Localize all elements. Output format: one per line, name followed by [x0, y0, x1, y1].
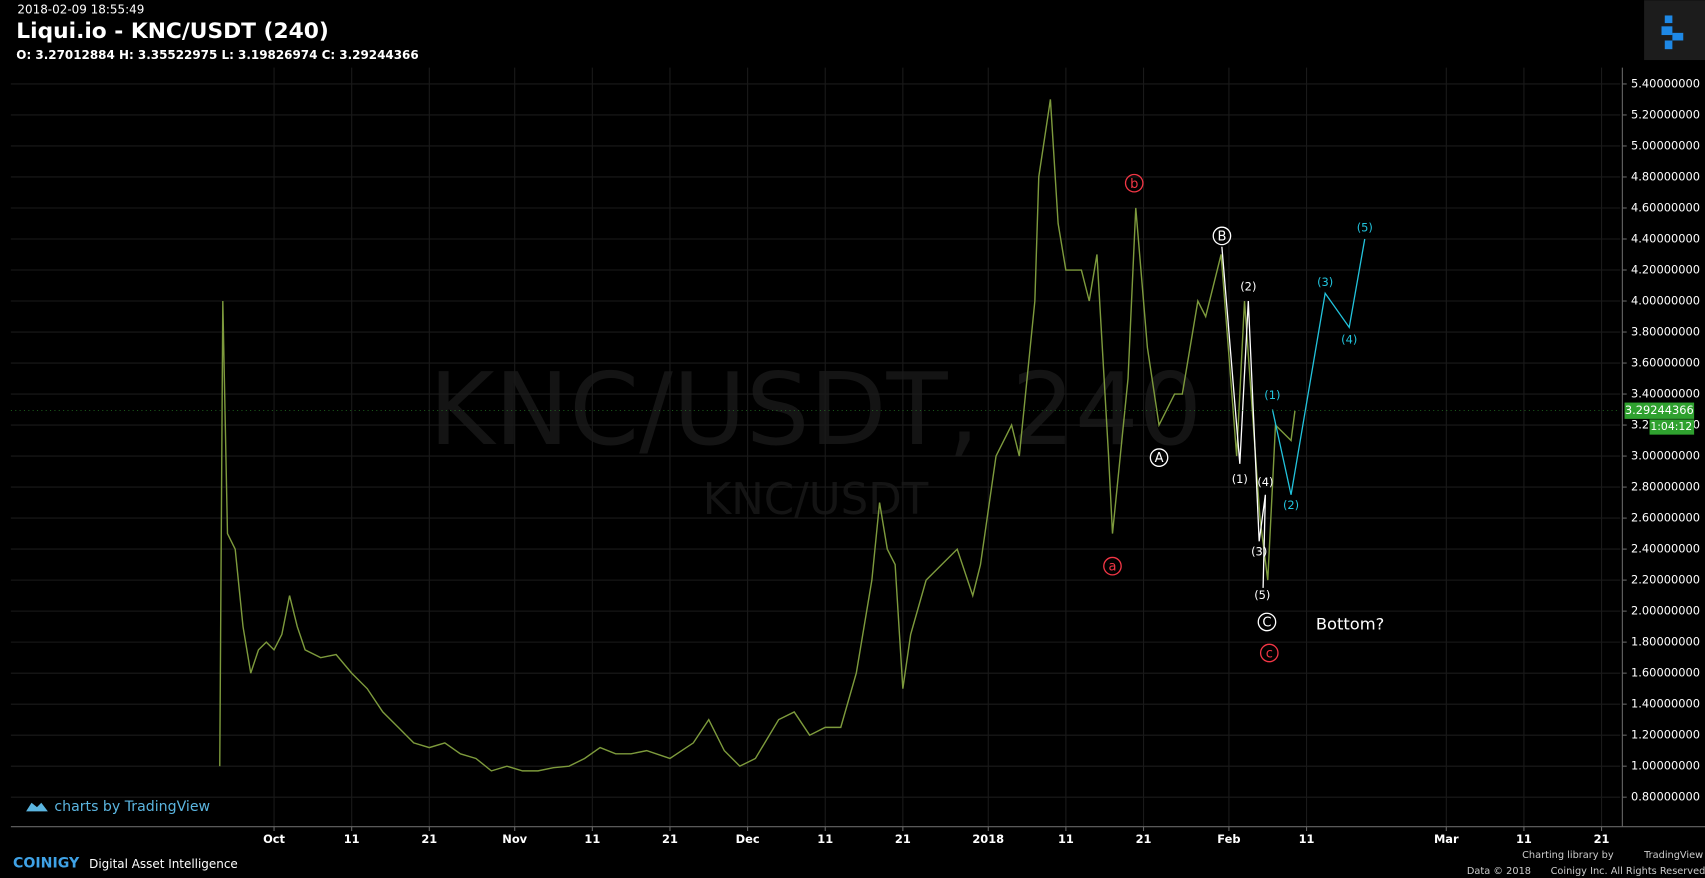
- watermark-sub: KNC/USDT: [703, 475, 929, 525]
- y-tick-label: 4.20000000: [1631, 263, 1700, 277]
- x-tick-label: Nov: [502, 832, 527, 846]
- x-tick-label: Mar: [1434, 832, 1459, 846]
- x-tick-label: 21: [662, 832, 678, 846]
- wave-label: (1): [1264, 388, 1280, 402]
- tv-badge[interactable]: charts by TradingView: [54, 799, 210, 815]
- y-tick-label: 3.00000000: [1631, 449, 1700, 463]
- rights: Coinigy Inc. All Rights Reserved.: [1551, 866, 1705, 877]
- y-tick-label: 2.20000000: [1631, 573, 1700, 587]
- wave-label: (1): [1232, 472, 1248, 486]
- logo-shape: [1672, 32, 1684, 41]
- y-tick-label: 1.20000000: [1631, 728, 1700, 742]
- wave-label: C: [1262, 616, 1271, 631]
- wave-marker: [1259, 643, 1279, 663]
- wave-line: [1221, 246, 1267, 588]
- wave-label: A: [1155, 451, 1164, 466]
- wave-label: a: [1108, 560, 1116, 575]
- wave-label: (5): [1357, 221, 1373, 235]
- x-tick-label: 11: [1058, 832, 1074, 846]
- wave-label: (2): [1240, 280, 1256, 294]
- wave-label: (3): [1317, 275, 1333, 289]
- x-tick-label: 11: [584, 832, 600, 846]
- y-tick-label: 5.20000000: [1631, 107, 1700, 121]
- y-tick-label: 3.60000000: [1631, 356, 1700, 370]
- y-tick-label: 2.80000000: [1631, 480, 1700, 494]
- y-tick-label: 2.60000000: [1631, 511, 1700, 525]
- wave-label: (5): [1254, 588, 1270, 602]
- logo: [1644, 0, 1705, 61]
- y-tick-label: 5.00000000: [1631, 138, 1700, 152]
- y-tick-label: 1.60000000: [1631, 666, 1700, 680]
- data-copyright: Data © 2018: [1467, 866, 1531, 877]
- wave-marker: [1149, 448, 1169, 467]
- x-tick-label: 11: [817, 832, 833, 846]
- tv-icon: [26, 802, 48, 812]
- wave-label: b: [1130, 177, 1138, 192]
- price-line: [219, 99, 1296, 772]
- x-tick-label: 11: [1299, 832, 1315, 846]
- wave-label: (2): [1283, 498, 1299, 512]
- chart-title: Liqui.io - KNC/USDT (240): [16, 19, 328, 44]
- wave-label: (3): [1251, 545, 1267, 559]
- y-tick-label: 2.40000000: [1631, 542, 1700, 556]
- y-tick-label: 5.40000000: [1631, 76, 1700, 90]
- wave-marker: [1103, 556, 1122, 576]
- x-tick-label: Feb: [1217, 832, 1240, 846]
- y-tick-label: 3.40000000: [1631, 387, 1700, 401]
- x-tick-label: Oct: [263, 832, 285, 846]
- y-tick-label: 4.40000000: [1631, 231, 1700, 245]
- countdown-label: 1:04:12: [1650, 420, 1692, 433]
- timestamp: 2018-02-09 18:55:49: [17, 3, 144, 17]
- wave-label: B: [1217, 229, 1226, 244]
- x-tick-label: 21: [421, 832, 437, 846]
- wave-label: (4): [1341, 332, 1357, 346]
- ohlc-legend: O: 3.27012884 H: 3.35522975 L: 3.1982697…: [16, 48, 418, 62]
- wave-label: Bottom?: [1316, 615, 1384, 634]
- x-tick-label: 21: [1594, 832, 1610, 846]
- wave-marker: [1124, 173, 1144, 193]
- y-tick-label: 3.80000000: [1631, 325, 1700, 339]
- y-tick-label: 4.60000000: [1631, 200, 1700, 214]
- logo-shape: [1664, 15, 1673, 24]
- y-tick-label: 1.00000000: [1631, 759, 1700, 773]
- y-tick-label: 2.00000000: [1631, 604, 1700, 618]
- y-tick-label: 1.80000000: [1631, 635, 1700, 649]
- brand: COINIGY: [13, 856, 80, 872]
- x-tick-label: 21: [1136, 832, 1152, 846]
- wave-label: c: [1266, 647, 1273, 662]
- tagline: Digital Asset Intelligence: [89, 857, 238, 871]
- last-price-label: 3.29244366: [1625, 403, 1694, 417]
- watermark: KNC/USDT, 240: [429, 351, 1202, 468]
- logo-box: [1644, 0, 1705, 61]
- x-tick-label: 2018: [972, 832, 1004, 846]
- y-tick-label: 1.40000000: [1631, 697, 1700, 711]
- countdown-box: [1649, 419, 1695, 435]
- library-credit: Charting library by: [1522, 850, 1614, 861]
- wave-label: (4): [1257, 475, 1273, 489]
- plot-area: 0.80000000 1.00000000 1.20000000 1.40000000…: [10, 67, 1700, 846]
- y-tick-label: 4.80000000: [1631, 169, 1700, 183]
- wave-line: [1271, 238, 1366, 495]
- y-tick-label: 4.00000000: [1631, 294, 1700, 308]
- x-tick-label: 11: [1516, 832, 1532, 846]
- x-tick-label: Dec: [736, 832, 760, 846]
- last-price-box: [1624, 402, 1695, 419]
- logo-shape: [1664, 40, 1673, 50]
- wave-marker: [1212, 226, 1232, 246]
- library-name[interactable]: TradingView: [1643, 850, 1703, 861]
- x-tick-label: 11: [344, 832, 360, 846]
- wave-marker: [1257, 612, 1277, 632]
- y-tick-label: 0.80000000: [1631, 790, 1700, 804]
- logo-shape: [1661, 26, 1673, 36]
- x-tick-label: 21: [895, 832, 911, 846]
